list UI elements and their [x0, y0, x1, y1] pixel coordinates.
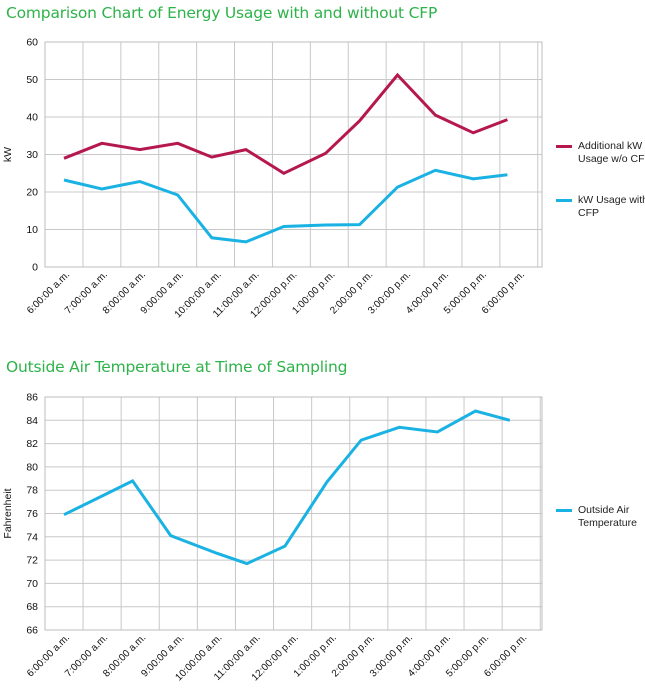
chart-1-title: Comparison Chart of Energy Usage with an… — [6, 4, 438, 22]
chart-2-y-tick-label: 84 — [26, 415, 38, 427]
chart-1-y-axis-label: kW — [2, 147, 14, 162]
chart-1-series-line — [63, 72, 508, 176]
chart-1-y-tick-label: 30 — [26, 149, 38, 161]
chart-1-y-tick-label: 50 — [26, 74, 38, 86]
legend-label: kW Usage with CFP — [578, 194, 645, 219]
chart-1-y-tick-label: 40 — [26, 112, 38, 124]
chart-1-y-tick-label: 20 — [26, 187, 38, 199]
chart-2-y-tick-label: 78 — [26, 485, 38, 497]
chart-1-y-tick-label: 60 — [26, 37, 38, 49]
chart-2-y-tick-label: 70 — [26, 578, 38, 590]
chart-2-series-line — [63, 409, 511, 566]
chart-2-title: Outside Air Temperature at Time of Sampl… — [6, 358, 348, 376]
chart-2-y-tick-label: 72 — [26, 555, 38, 567]
chart-2-y-tick-label: 66 — [26, 625, 38, 637]
chart-2-y-tick-label: 68 — [26, 601, 38, 613]
legend-swatch — [556, 199, 572, 202]
chart-1-legend-item: kW Usage with CFP — [556, 194, 645, 220]
chart-2-y-tick-label: 82 — [26, 438, 38, 450]
chart-2-y-tick-label: 86 — [26, 392, 38, 404]
chart-2-y-tick-label: 74 — [26, 531, 38, 543]
chart-1-y-tick-label: 0 — [32, 262, 38, 274]
chart-2-plot-frame — [44, 396, 543, 631]
legend-swatch — [556, 509, 572, 512]
legend-label: Outside Air Temperature — [578, 504, 637, 529]
legend-label: Additional kW Usage w/o CFP — [578, 140, 645, 165]
chart-2-y-tick-label: 76 — [26, 508, 38, 520]
chart-1-legend-item: Additional kW Usage w/o CFP — [556, 140, 645, 166]
chart-1-plot-frame — [44, 41, 543, 268]
legend-swatch — [556, 145, 572, 148]
chart-1-y-tick-label: 10 — [26, 224, 38, 236]
chart-2-legend-item: Outside Air Temperature — [556, 504, 645, 530]
chart-2-y-axis-label: Fahrenheit — [2, 488, 14, 538]
chart-1-series-line — [63, 168, 508, 244]
chart-2-y-tick-label: 80 — [26, 461, 38, 473]
